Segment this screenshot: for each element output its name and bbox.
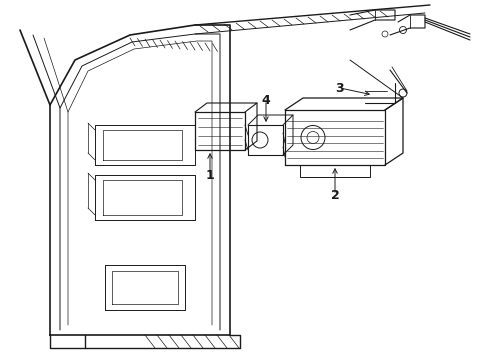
- Text: 3: 3: [336, 81, 344, 95]
- Text: 1: 1: [206, 168, 215, 181]
- Text: 2: 2: [331, 189, 340, 202]
- Text: 4: 4: [262, 94, 270, 107]
